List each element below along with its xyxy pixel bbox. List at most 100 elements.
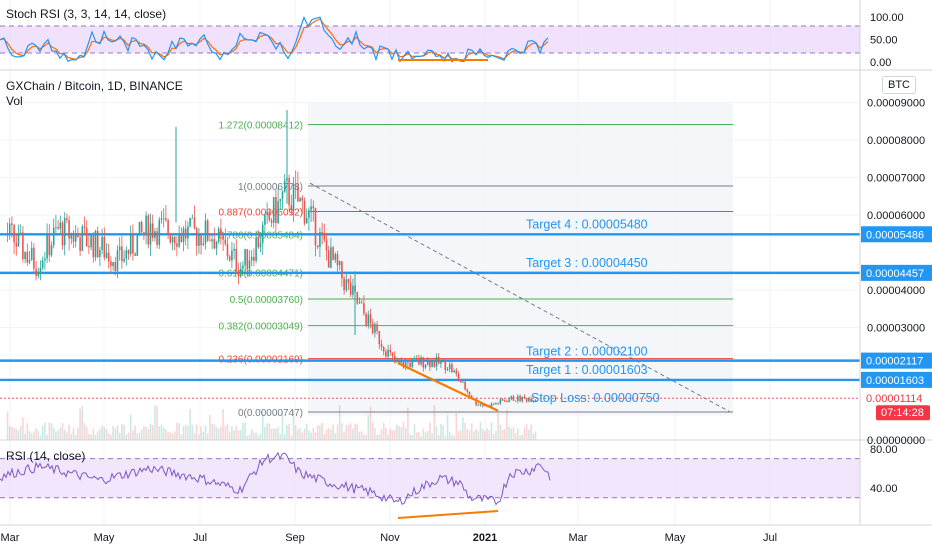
candle-body [167,220,169,235]
volume-bar [8,426,11,440]
candle-body [327,250,330,268]
price-axis[interactable]: 100.00 50.00 0.00 0.00009000 0.00008000 0.000… [861,12,932,495]
volume-bar [50,423,53,440]
candle-body [33,247,35,269]
volume-bar [165,429,167,440]
candle-body [310,206,312,211]
volume-bar [369,406,372,440]
candle-body [418,359,420,365]
volume-bar [503,429,506,440]
candle-body [68,220,70,239]
candle-body [523,396,526,399]
candle-body [184,228,187,239]
volume-bar [448,431,451,440]
candle-body [288,178,290,206]
candle-body [468,391,471,396]
candle-body [358,302,361,304]
fib-level-label: 1(0.00006773) [238,182,303,193]
volume-label: Vol [6,94,23,108]
candle-body [525,398,528,402]
candle-body [497,403,499,405]
volume-bar [237,430,240,440]
volume-bar [510,428,513,440]
volume-bar [462,417,464,440]
volume-bar [288,423,290,440]
volume-bar [92,428,95,440]
volume-bar [490,422,493,440]
volume-bar [517,428,519,440]
volume-bar [415,432,418,440]
candle-body [193,217,196,229]
candle-body [222,234,224,240]
candle-body [26,251,29,263]
candle-body [402,360,405,368]
rsi-band [0,458,860,498]
candle-body [457,373,460,381]
candle-body [255,237,257,261]
volume-bar [178,423,180,440]
candle-body [360,302,363,304]
volume-bar [26,423,29,440]
volume-bar [33,431,35,440]
candle-body [189,217,191,227]
candle-body [215,241,218,249]
candle-body [374,324,376,334]
candle-body [129,233,132,255]
time-axis[interactable]: Mar May Jul Sep Nov 2021 Mar May Jul [1,532,778,544]
volume-bar [239,429,242,440]
volume-bar [158,426,161,440]
level-price-text: 0.00005486 [866,229,924,241]
stoch-tick-label: 0.00 [870,57,891,69]
volume-bar [143,426,145,440]
volume-bar [387,434,389,440]
volume-bar [85,427,88,440]
dashed-trendline[interactable] [309,182,731,413]
price-divergence-line[interactable] [397,362,499,412]
volume-bar [283,434,286,440]
volume-bar [162,427,165,440]
candle-body [371,323,374,334]
volume-bar [464,422,466,440]
candle-body [242,265,244,269]
candle-body [259,243,262,248]
volume-bar [512,426,515,440]
volume-bar [411,435,414,440]
volume-bar [37,430,40,440]
volume-bar [228,431,231,440]
candle-body [279,199,282,202]
volume-bar [486,428,488,440]
volume-bar [459,429,462,440]
main-panel: 1.272(0.00008412) 1(0.00006773) 0.887(0.00… [0,102,860,440]
volume-bar [231,426,233,440]
candle-body [349,282,352,295]
price-tick-label: 0.00003000 [867,323,925,335]
volume-bar [226,423,229,440]
candle-body [200,234,202,245]
volume-bar [492,434,495,440]
volume-bar [343,432,345,440]
candle-body [162,218,165,220]
volume-bar [341,423,343,440]
candle-body [213,239,216,249]
currency-badge[interactable]: BTC [882,76,916,94]
candle-body [81,226,84,252]
target-label: Target 1 : 0.00001603 [526,363,648,377]
volume-bar [301,432,304,440]
fib-level-label: 0.887(0.00006092) [218,208,303,219]
rsi-tick-label: 80.00 [870,444,898,456]
volume-bar [138,432,141,440]
candle-body [448,364,451,370]
volume-bar [132,430,134,440]
volume-bar [475,428,477,440]
candle-body [147,215,150,245]
volume-bar [305,423,308,440]
volume-bar [530,424,532,440]
candle-body [37,271,40,277]
candle-body [356,291,359,304]
volume-bar [15,428,18,440]
volume-bar [134,425,136,440]
candle-body [173,236,176,244]
candle-body [211,239,213,242]
candle-body [52,227,55,246]
